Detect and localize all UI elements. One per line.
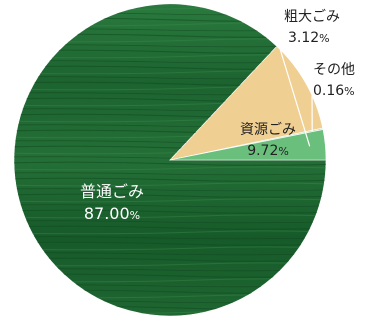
slice-label-name-4: 粗大ごみ	[284, 9, 340, 25]
slice-label-value-1: 87.00%	[84, 204, 140, 223]
slice-label-name-1: 普通ごみ	[80, 182, 144, 201]
slice-label-name-3: その他	[313, 62, 355, 78]
pie-slice-2	[169, 45, 324, 161]
slice-label-value-2: 9.72%	[247, 143, 289, 159]
leader-line-4	[269, 15, 311, 147]
pie-slice-grain	[14, 3, 327, 316]
wood-grain-texture	[14, 3, 327, 316]
pie-labels: 普通ごみ 87.00% 資源ごみ 9.72% その他 0.16% 粗大ごみ 3.12%	[80, 9, 355, 223]
slice-label-name-2: 資源ごみ	[240, 122, 296, 138]
slice-label-value-3: 0.16%	[313, 83, 355, 99]
pie-slice-4	[169, 129, 327, 161]
slice-label-value-4: 3.12%	[288, 30, 330, 46]
